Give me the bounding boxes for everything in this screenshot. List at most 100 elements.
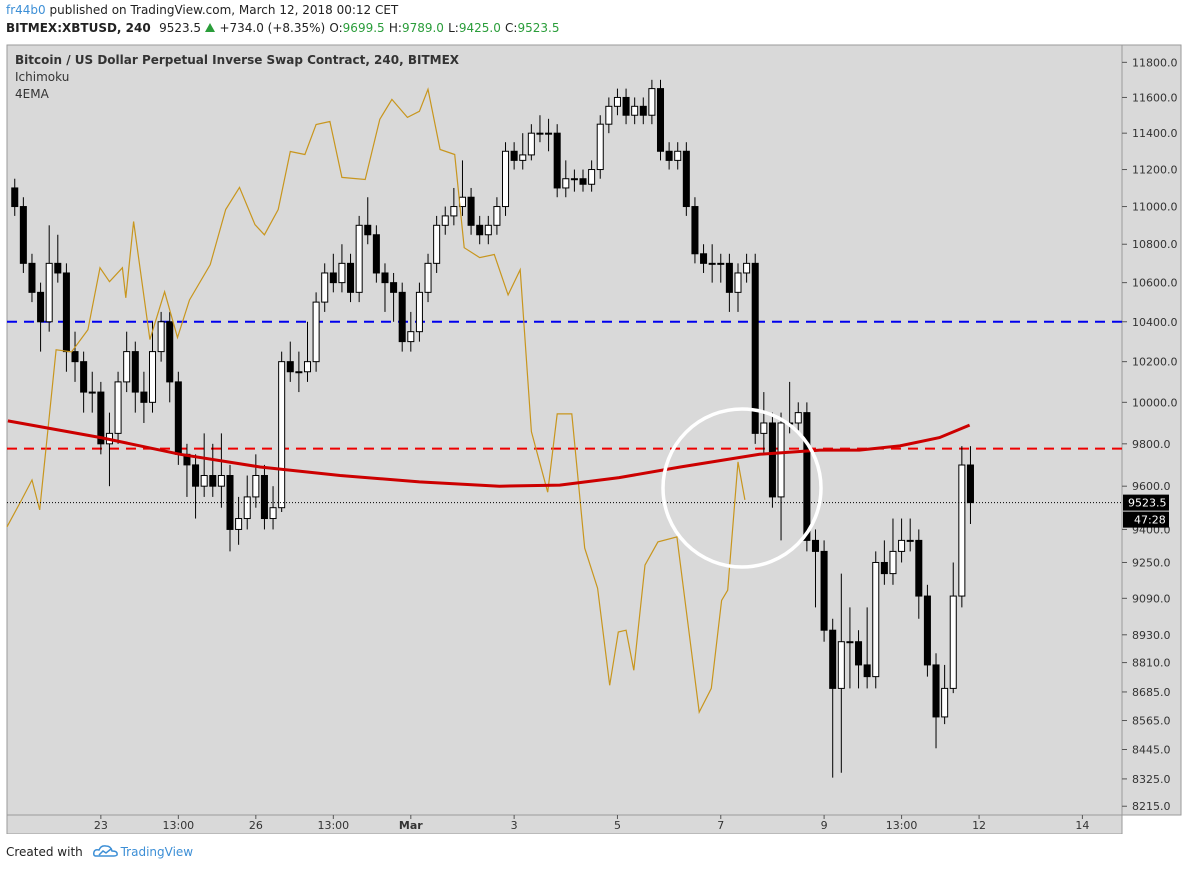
y-tick-label: 11400.0 bbox=[1132, 127, 1178, 140]
candle-body bbox=[846, 641, 854, 644]
footer-text: Created with bbox=[6, 845, 83, 859]
indicator-line bbox=[6, 87, 746, 715]
y-tick-label: 11600.0 bbox=[1132, 91, 1178, 104]
candle-body bbox=[768, 422, 776, 498]
candle-body bbox=[855, 641, 863, 666]
candle-body bbox=[656, 88, 665, 152]
candle-body bbox=[398, 291, 406, 343]
candle-body bbox=[682, 150, 690, 208]
candle-body bbox=[837, 641, 845, 689]
candle-body bbox=[329, 272, 337, 284]
x-tick-label: 12 bbox=[972, 819, 986, 832]
candle-body bbox=[114, 381, 122, 434]
candle-body bbox=[11, 187, 19, 208]
candle-body bbox=[364, 224, 372, 236]
candle-body bbox=[148, 351, 157, 403]
ohlc-value: 9425.0 bbox=[458, 21, 501, 35]
candle-body bbox=[923, 595, 931, 666]
last-price: 9523.5 bbox=[159, 21, 202, 35]
candle-body bbox=[596, 123, 604, 171]
y-tick-label: 8565.0 bbox=[1132, 715, 1171, 728]
candle-body bbox=[941, 687, 949, 718]
y-tick-label: 11200.0 bbox=[1132, 164, 1178, 177]
y-tick-label: 9250.0 bbox=[1132, 556, 1171, 569]
candle-body bbox=[338, 262, 346, 284]
candle-body bbox=[243, 496, 251, 520]
y-tick-label: 8810.0 bbox=[1132, 657, 1171, 670]
y-tick-label: 10800.0 bbox=[1132, 238, 1178, 251]
candle-body bbox=[424, 262, 432, 293]
x-tick-label: 13:00 bbox=[317, 819, 349, 832]
x-tick-label: 14 bbox=[1075, 819, 1089, 832]
y-tick-label: 10600.0 bbox=[1132, 277, 1178, 290]
candle-body bbox=[880, 561, 888, 575]
y-tick-label: 9800.0 bbox=[1132, 438, 1171, 451]
candle-body bbox=[278, 361, 286, 509]
last-price-label: 9523.5 bbox=[1128, 497, 1167, 510]
x-tick-label: 13:00 bbox=[886, 819, 918, 832]
indicator-line bbox=[7, 419, 971, 488]
candle-body bbox=[751, 262, 759, 434]
x-tick-label: 13:00 bbox=[162, 819, 194, 832]
candle-body bbox=[588, 169, 596, 185]
ohlc-value: 9523.5 bbox=[517, 21, 560, 35]
legend-entry: 4EMA bbox=[15, 87, 50, 101]
x-tick-label: 3 bbox=[511, 819, 518, 832]
candle-body bbox=[966, 464, 974, 504]
candle-body bbox=[932, 664, 940, 718]
y-tick-label: 11000.0 bbox=[1132, 201, 1178, 214]
chart: 11800.0 11600.0 11400.0 11200.0 11000.0 10800… bbox=[6, 44, 1182, 834]
candle-body bbox=[760, 422, 768, 434]
y-tick-label: 10400.0 bbox=[1132, 316, 1178, 329]
candle-body bbox=[252, 475, 260, 498]
x-tick-label: 5 bbox=[614, 819, 621, 832]
candle-body bbox=[725, 262, 733, 293]
header-line: fr44b0 published on TradingView.com, Mar… bbox=[6, 3, 398, 17]
x-tick-label: 23 bbox=[94, 819, 108, 832]
candle-body bbox=[562, 178, 570, 189]
candle-body bbox=[321, 272, 329, 303]
footer: Created with TradingView bbox=[6, 844, 193, 859]
candle-body bbox=[734, 272, 742, 293]
author[interactable]: fr44b0 bbox=[6, 3, 46, 17]
candle-body bbox=[691, 206, 699, 255]
candle-body bbox=[347, 262, 355, 293]
candle-body bbox=[467, 196, 475, 226]
candle-body bbox=[390, 282, 398, 293]
candle-body bbox=[708, 262, 716, 265]
candle-body bbox=[484, 224, 492, 236]
ohlc-value: 9789.0 bbox=[401, 21, 444, 35]
candle-body bbox=[235, 518, 243, 530]
time-axis bbox=[6, 814, 1123, 834]
candle-body bbox=[71, 351, 79, 363]
candle-body bbox=[889, 550, 897, 575]
candle-body bbox=[54, 262, 62, 274]
x-tick-label: 26 bbox=[249, 819, 263, 832]
candle-body bbox=[915, 539, 923, 597]
candle-body bbox=[493, 206, 501, 226]
candle-body bbox=[872, 561, 880, 678]
chart-title: Bitcoin / US Dollar Perpetual Inverse Sw… bbox=[15, 53, 460, 67]
y-tick-label: 8685.0 bbox=[1132, 686, 1171, 699]
y-tick-label: 8215.0 bbox=[1132, 800, 1171, 813]
y-tick-label: 10200.0 bbox=[1132, 356, 1178, 369]
candle-body bbox=[372, 234, 380, 274]
candle-body bbox=[794, 412, 802, 424]
candle-body bbox=[37, 291, 45, 323]
ohlc: O:9699.5 H:9789.0 L:9425.0 C:9523.5 bbox=[329, 21, 559, 35]
x-tick-label: 9 bbox=[821, 819, 828, 832]
candle-body bbox=[545, 132, 553, 135]
y-tick-label: 10000.0 bbox=[1132, 396, 1178, 409]
candle-body bbox=[166, 321, 174, 383]
ohlc-key: L: bbox=[448, 21, 459, 35]
candle-body bbox=[88, 391, 96, 394]
candle-body bbox=[898, 539, 906, 552]
x-tick-label: 7 bbox=[717, 819, 724, 832]
candle-body bbox=[157, 321, 165, 353]
footer-brand[interactable]: TradingView bbox=[120, 845, 194, 859]
candle-body bbox=[648, 88, 656, 116]
candle-body bbox=[820, 550, 828, 631]
y-tick-label: 9090.0 bbox=[1132, 592, 1171, 605]
candle-body bbox=[303, 361, 312, 373]
